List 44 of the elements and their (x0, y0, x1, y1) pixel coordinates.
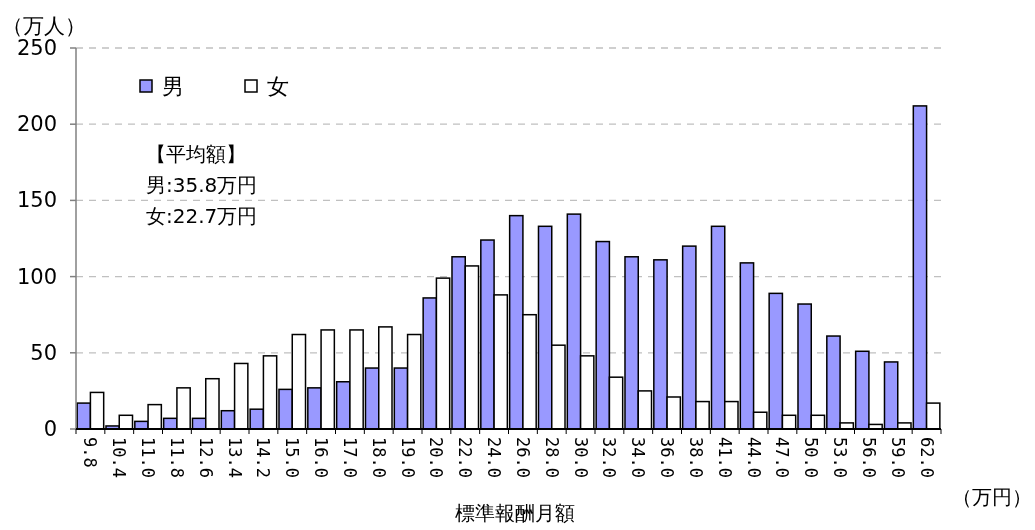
annotation: 女:22.7万円 (146, 204, 258, 228)
x-tick-label: 17.0 (339, 437, 360, 478)
x-tick-label: 28.0 (541, 437, 562, 478)
x-tick-label: 13.4 (224, 437, 245, 478)
x-tick-label: 53.0 (830, 437, 851, 478)
legend-label: 男 (162, 73, 184, 99)
x-tick-label: 24.0 (484, 437, 505, 478)
x-tick-label: 19.0 (397, 437, 418, 478)
x-tick-label: 50.0 (801, 437, 822, 478)
x-tick-label: 36.0 (657, 437, 678, 478)
x-tick-label: 15.0 (282, 437, 303, 478)
x-tick-label: 12.6 (195, 437, 216, 478)
y-tick-label: 250 (16, 36, 57, 60)
text: （万円） (952, 485, 1032, 509)
x-tick-label: 26.0 (512, 437, 533, 478)
x-tick-label: 20.0 (426, 437, 447, 478)
x-tick-label: 9.8 (80, 437, 101, 468)
x-tick-label: 59.0 (887, 437, 908, 478)
x-tick-label: 22.0 (455, 437, 476, 478)
x-tick-label: 44.0 (743, 437, 764, 478)
x-tick-label: 14.2 (253, 437, 274, 478)
y-tick-label: 200 (16, 112, 57, 137)
y-tick-label: 0 (43, 417, 57, 441)
y-tick-label: 50 (30, 340, 57, 365)
x-tick-label: 11.0 (138, 437, 159, 478)
x-axis-title: 標準報酬月額 (454, 501, 575, 525)
x-tick-label: 62.0 (916, 437, 937, 478)
x-tick-label: 16.0 (311, 437, 332, 478)
x-tick-label: 47.0 (772, 437, 793, 478)
x-tick-label: 38.0 (685, 437, 706, 478)
y-tick-label: 100 (16, 264, 57, 289)
x-tick-label: 34.0 (628, 437, 649, 478)
x-tick-label: 56.0 (858, 437, 879, 478)
x-tick-label: 18.0 (368, 437, 389, 478)
y-tick-label: 150 (16, 188, 57, 213)
x-tick-label: 11.8 (166, 437, 187, 478)
annotation: 【平均額】 (146, 142, 246, 166)
x-tick-label: 32.0 (599, 437, 620, 478)
annotation: 男:35.8万円 (146, 173, 258, 197)
x-tick-label: 41.0 (714, 437, 735, 478)
legend-label: 女 (267, 73, 289, 99)
x-tick-label: 30.0 (570, 437, 591, 478)
x-tick-label: 10.4 (109, 437, 130, 478)
y-axis-title: （万人） (2, 14, 86, 38)
